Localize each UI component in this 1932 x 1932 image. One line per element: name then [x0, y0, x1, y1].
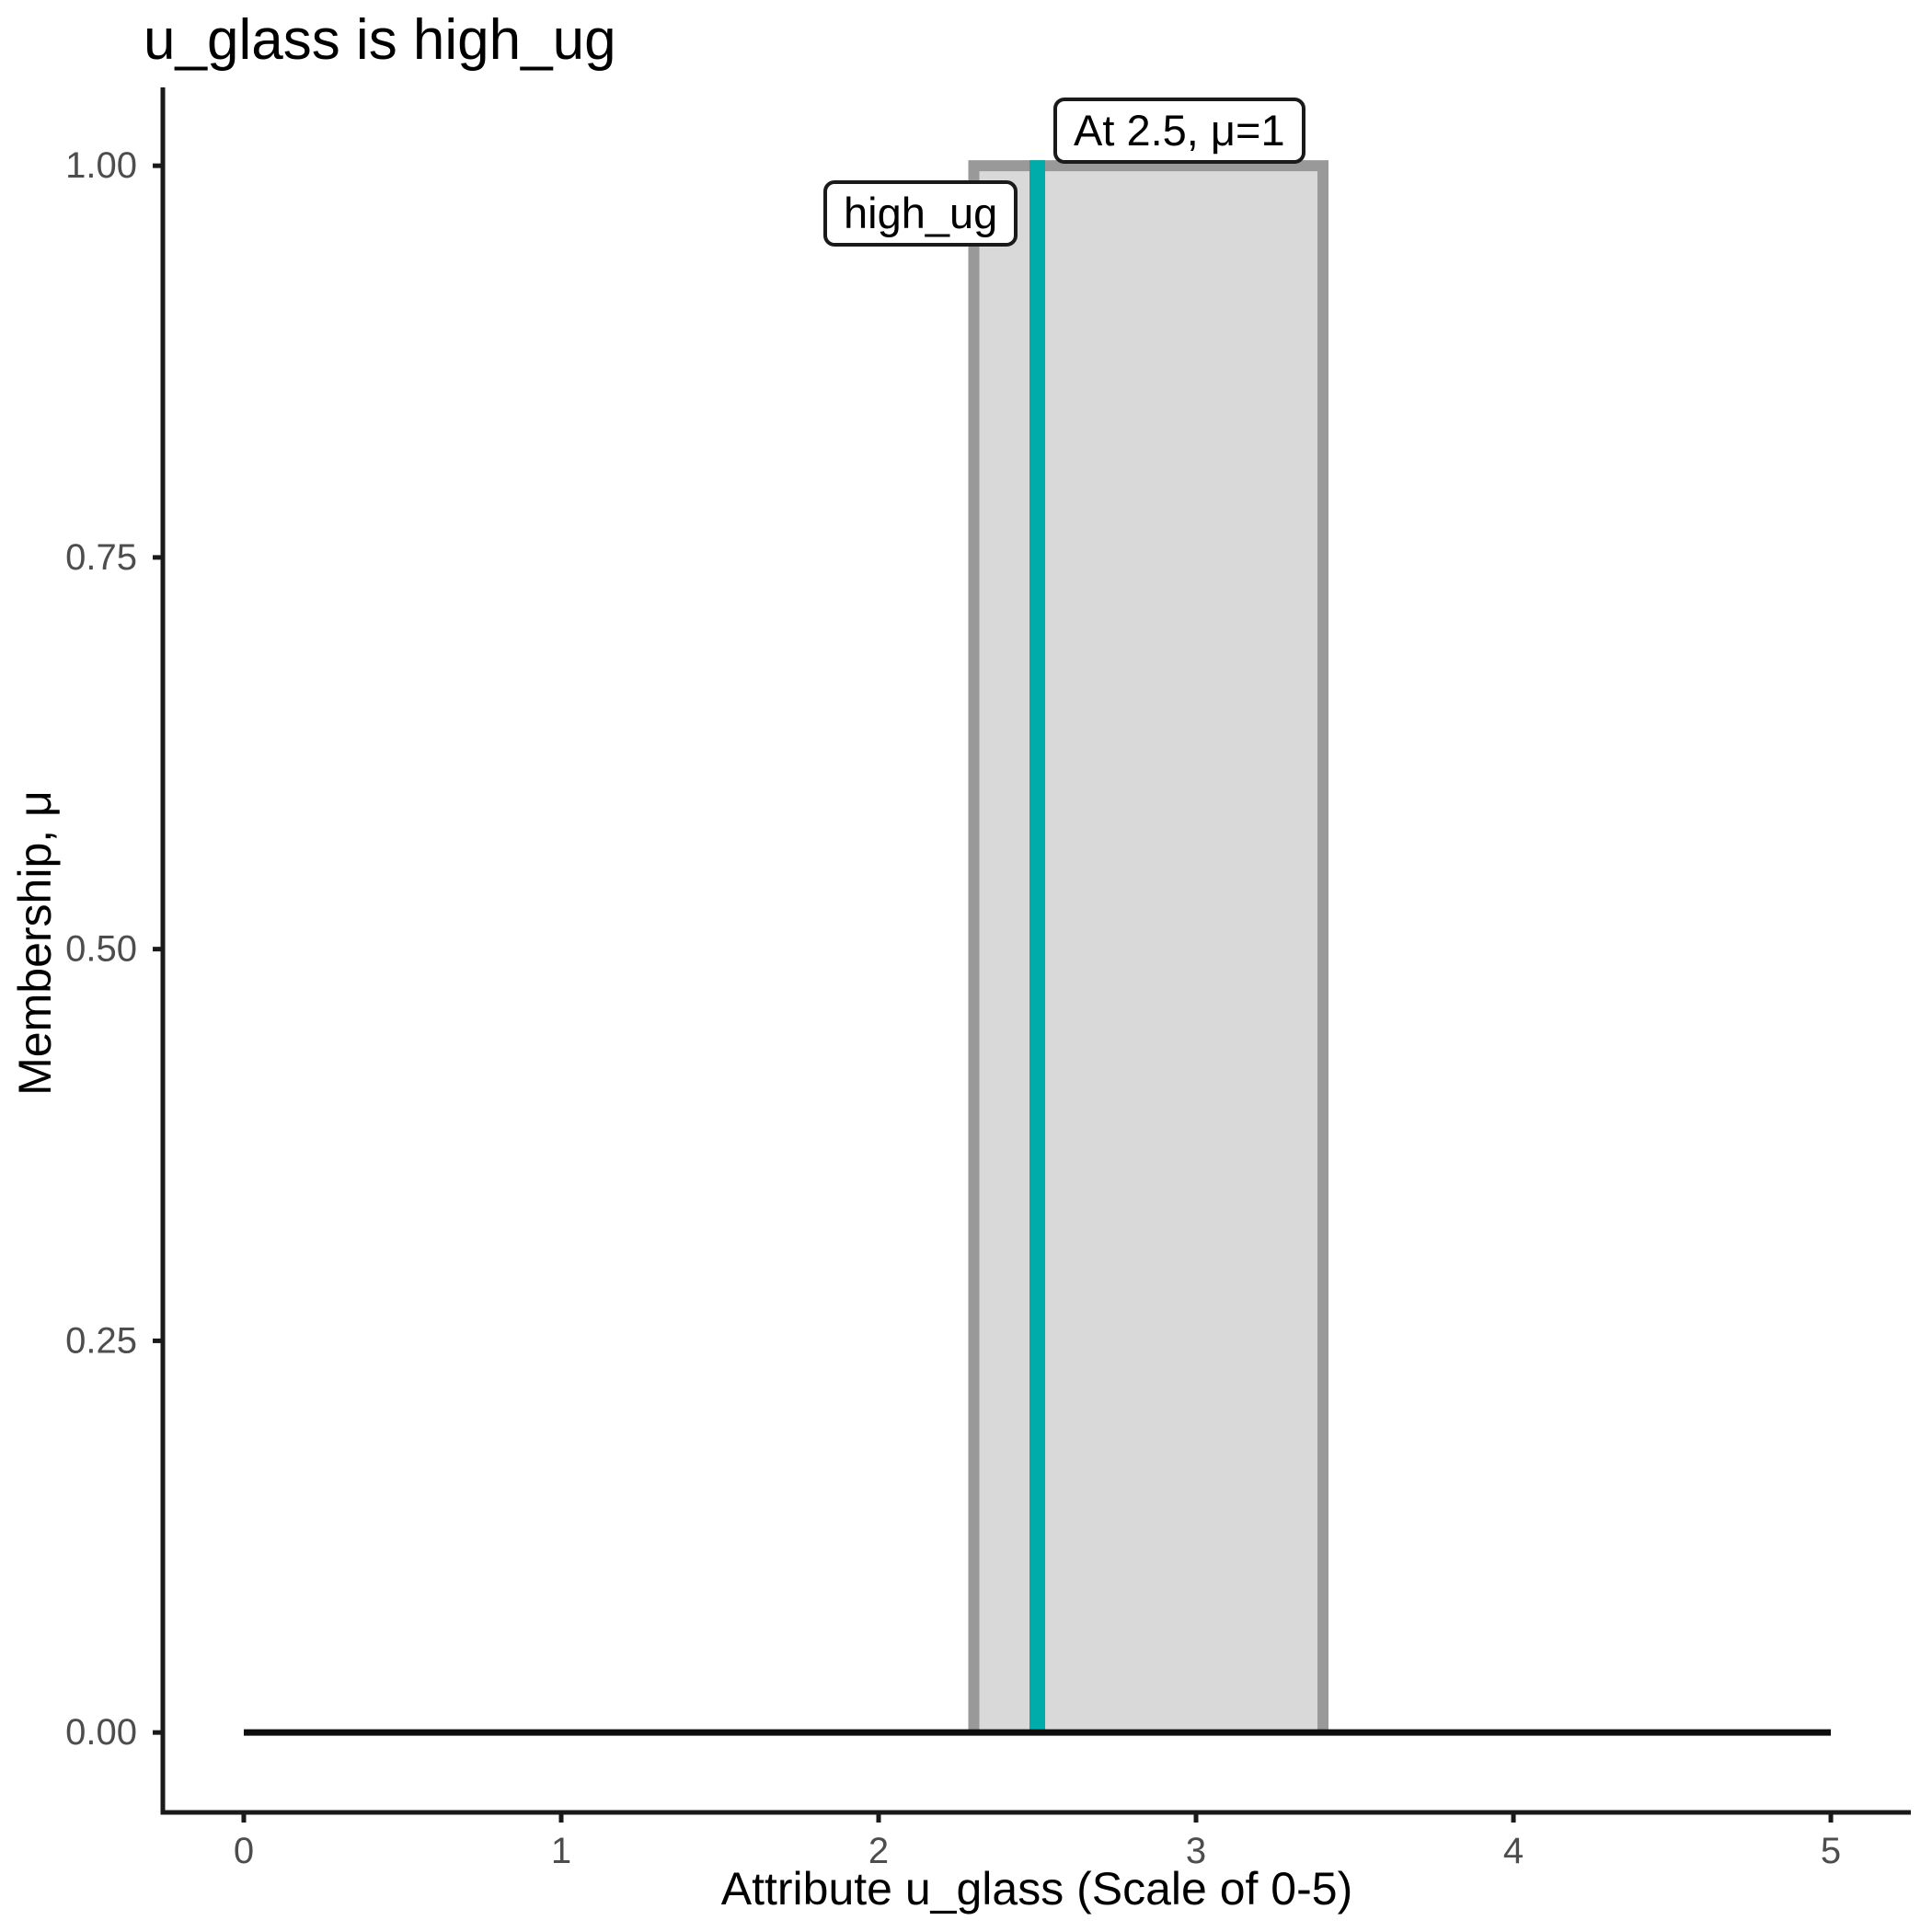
x-tick-label: 5 [1821, 1831, 1841, 1871]
x-tick-label: 3 [1186, 1831, 1206, 1871]
x-tick-label: 0 [234, 1831, 254, 1871]
y-tick-label: 0.75 [65, 537, 137, 578]
annotation-mu-at-value: At 2.5, μ=1 [1053, 98, 1305, 165]
annotation-set-name: high_ug [823, 180, 1018, 247]
y-tick-label: 1.00 [65, 145, 137, 186]
membership-set-shape [968, 160, 1329, 1733]
x-axis-title: Attribute u_glass (Scale of 0-5) [720, 1863, 1353, 1915]
y-tick-label: 0.50 [65, 929, 137, 970]
y-tick-label: 0.25 [65, 1320, 137, 1361]
y-tick-label: 0.00 [65, 1712, 137, 1753]
plot-title: u_glass is high_ug [144, 8, 616, 72]
x-tick-label: 4 [1503, 1831, 1524, 1871]
x-tick-label: 2 [868, 1831, 889, 1871]
x-tick-label: 1 [551, 1831, 571, 1871]
